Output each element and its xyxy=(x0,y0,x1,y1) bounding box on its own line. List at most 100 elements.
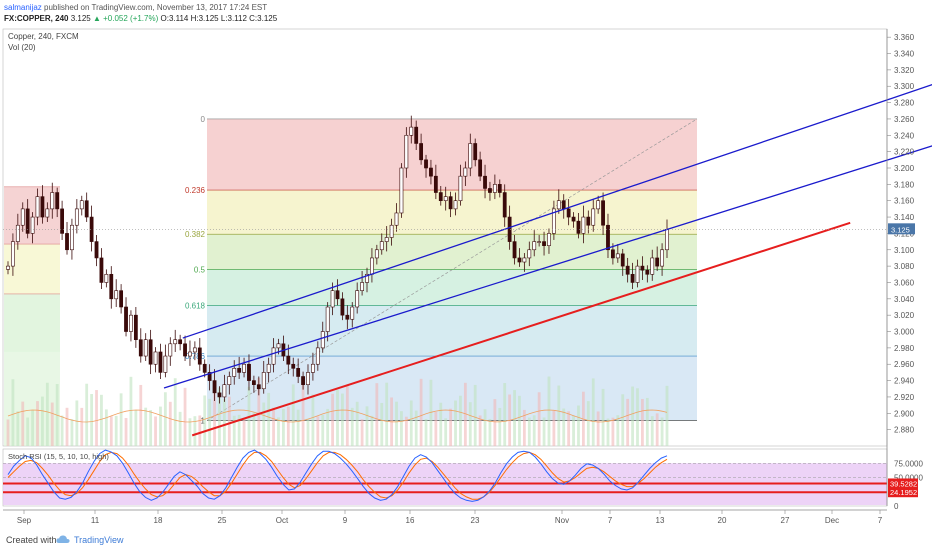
publish-info: published on TradingView.com, November 1… xyxy=(44,3,268,12)
volume-bar xyxy=(282,409,285,446)
volume-bar xyxy=(144,407,148,446)
candle-body xyxy=(620,253,625,267)
candle-body xyxy=(419,143,424,161)
tradingview-brand[interactable]: TradingView xyxy=(74,535,124,545)
volume-bar xyxy=(459,395,462,446)
candle-body xyxy=(197,347,202,365)
volume-bar xyxy=(527,417,531,446)
candle-body xyxy=(129,314,133,332)
volume-bar xyxy=(572,415,575,446)
candle-body xyxy=(276,343,281,349)
candle-body xyxy=(340,298,345,316)
volume-bar xyxy=(26,417,30,446)
volume-bar xyxy=(257,378,261,446)
candle-body xyxy=(330,290,335,308)
candle-body xyxy=(148,339,153,365)
candle-body xyxy=(551,208,556,234)
candle-body xyxy=(404,134,409,169)
candle-body xyxy=(606,224,610,251)
volume-bar xyxy=(173,378,177,446)
candle-body xyxy=(109,273,114,300)
volume-bar xyxy=(80,407,84,446)
candle-body xyxy=(35,196,40,218)
candle-body xyxy=(133,314,138,341)
symbol-label: FX:COPPER, 240 xyxy=(4,14,69,23)
candle-body xyxy=(399,167,404,214)
volume-bar xyxy=(547,376,551,446)
created-with: Created with xyxy=(6,535,57,545)
volume-bar xyxy=(331,393,334,446)
fib-zone xyxy=(207,305,697,357)
channel-lower-line[interactable] xyxy=(163,145,932,389)
candle-body xyxy=(315,347,320,365)
volume-bar xyxy=(50,402,54,446)
volume-bar xyxy=(252,412,256,446)
volume-bar xyxy=(567,411,571,446)
volume-bar xyxy=(60,415,64,446)
volume-bar xyxy=(21,401,25,446)
stoch-tick-label: 75.0000 xyxy=(894,459,923,468)
candle-body xyxy=(55,192,60,210)
candle-body xyxy=(6,265,10,270)
candle-body xyxy=(301,376,305,385)
volume-bar xyxy=(483,409,487,446)
stoch-d-line xyxy=(7,451,668,500)
volume-bar xyxy=(562,408,566,446)
price-tick-label: 2.980 xyxy=(894,344,915,353)
candle-body xyxy=(261,372,266,390)
candle-body xyxy=(601,200,605,226)
price-tick-label: 3.180 xyxy=(894,180,915,189)
candle-body xyxy=(384,237,389,242)
volume-bar xyxy=(159,406,162,446)
volume-bar xyxy=(345,384,349,446)
volume-bar xyxy=(655,413,659,446)
left-fib-zone xyxy=(4,293,60,352)
candle-body xyxy=(50,192,55,210)
price-tick-label: 3.000 xyxy=(894,328,915,337)
volume-bar xyxy=(139,384,143,446)
volume-bar xyxy=(178,411,182,446)
stoch-lower-badge-text: 24.1952 xyxy=(890,488,917,497)
candle-body xyxy=(517,257,522,263)
volume-bar xyxy=(626,398,630,446)
stoch-upper-badge xyxy=(888,478,918,489)
price-tick-label: 3.200 xyxy=(894,164,915,173)
candle-body xyxy=(306,372,310,385)
volume-bar xyxy=(532,415,536,446)
candle-body xyxy=(227,376,232,385)
volume-bar xyxy=(552,410,556,446)
candle-body xyxy=(542,241,546,246)
volume-bar xyxy=(203,395,207,446)
fib-zone xyxy=(207,269,697,306)
volume-bar xyxy=(370,415,374,446)
stoch-rsi-panel xyxy=(2,448,888,507)
volume-bar xyxy=(316,416,320,446)
candle-body xyxy=(242,363,246,373)
support-trendline[interactable] xyxy=(191,221,851,437)
candle-body xyxy=(11,241,15,267)
candle-body xyxy=(453,200,458,210)
volume-bar xyxy=(291,384,295,446)
candle-body xyxy=(615,253,620,259)
volume-bar xyxy=(493,399,497,446)
volume-bar xyxy=(557,385,561,446)
time-tick-label: Nov xyxy=(555,516,569,525)
candle-body xyxy=(630,273,635,283)
last-price: 3.125 xyxy=(70,14,91,23)
candle-body xyxy=(104,273,109,283)
volume-bar xyxy=(272,407,275,446)
time-tick-label: 11 xyxy=(91,516,100,525)
volume-bar xyxy=(213,387,216,446)
publish-line: salmanijaz published on TradingView.com,… xyxy=(4,2,267,13)
author-link[interactable]: salmanijaz xyxy=(4,3,42,12)
volume-bar xyxy=(616,415,620,446)
price-tick-label: 3.320 xyxy=(894,66,915,75)
volume-bar xyxy=(365,406,369,446)
candle-body xyxy=(596,200,601,210)
price-tick-label: 2.900 xyxy=(894,409,915,418)
channel-upper-line[interactable] xyxy=(182,84,932,339)
candle-body xyxy=(581,216,586,234)
volume-bar xyxy=(306,418,310,446)
candle-body xyxy=(143,339,148,357)
